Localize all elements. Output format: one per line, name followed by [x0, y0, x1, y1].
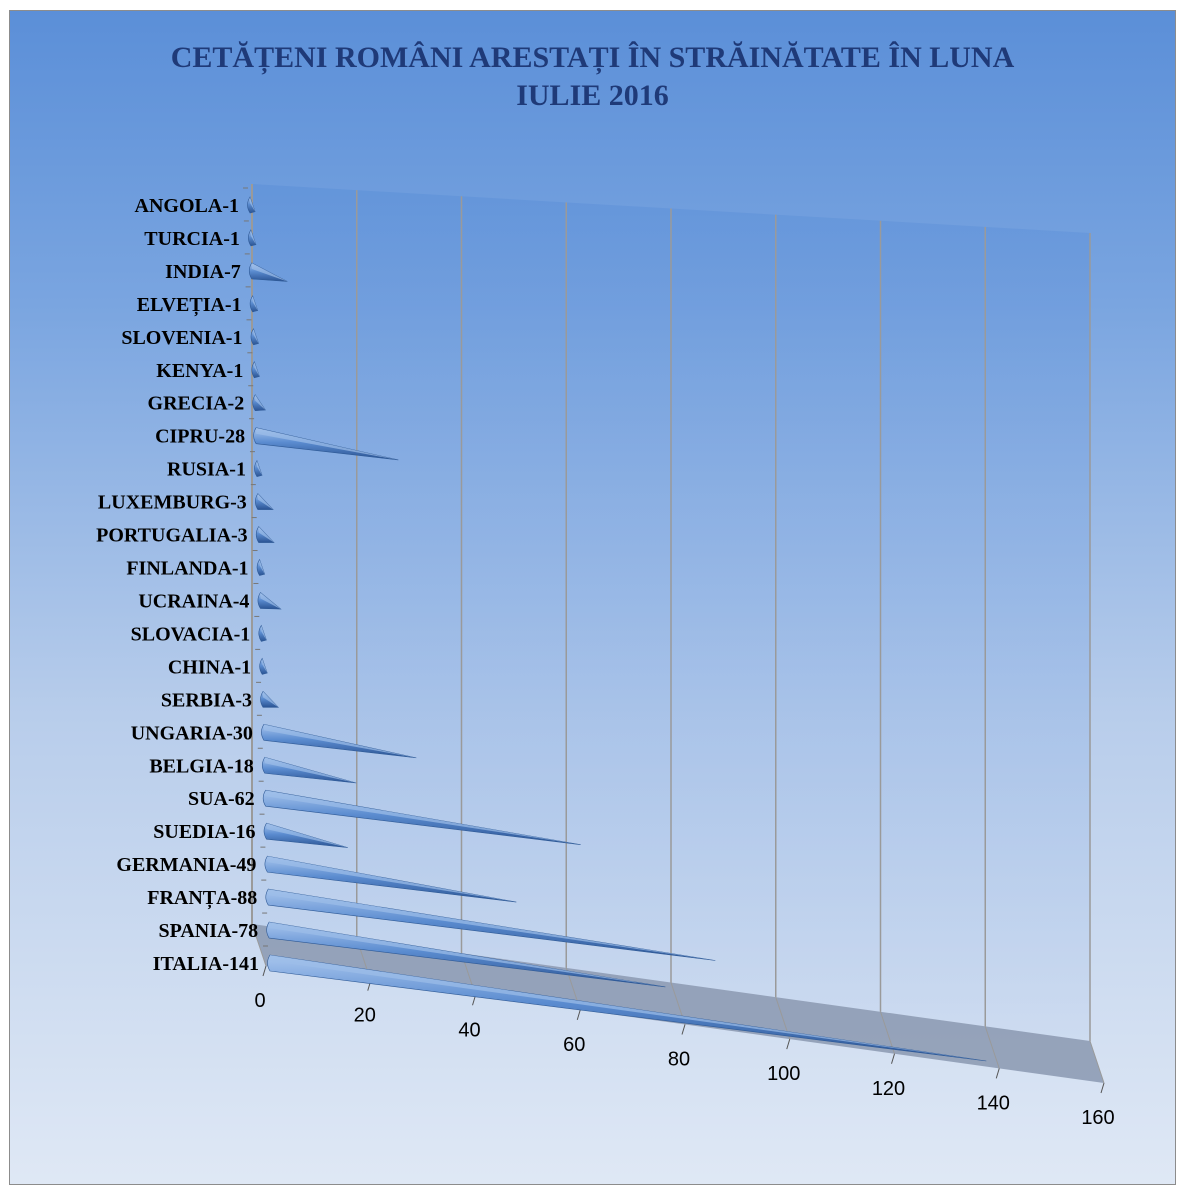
- chart-title-line-2: IULIE 2016: [516, 79, 669, 112]
- x-tick-label: 0: [254, 990, 265, 1012]
- floor-gridline: [251, 923, 267, 967]
- bar-highlight-portugalia-3: [258, 526, 274, 543]
- x-tick-mark: [1100, 1082, 1105, 1094]
- x-tick-label: 20: [354, 1005, 376, 1027]
- category-label-belgia-18: BELGIA-18: [149, 755, 253, 777]
- category-label-sua-62: SUA-62: [188, 788, 255, 810]
- category-label-rusia-1: RUSIA-1: [167, 459, 246, 481]
- chart-title-line-1: CETĂȚENI ROMÂNI ARESTAȚI ÎN STRĂINĂTATE …: [170, 41, 1015, 74]
- bar-highlight-ungaria-30: [263, 724, 417, 758]
- bar-highlight-finlanda-1: [259, 559, 265, 575]
- category-label-luxemburg-3: LUXEMBURG-3: [98, 492, 247, 514]
- bar-highlight-italia-141: [270, 955, 987, 1062]
- category-labels: ANGOLA-1 TURCIA-1 INDIA-7 ELVEȚIA-1 SLOVENIA…: [96, 187, 268, 975]
- bar-highlight-rusia-1: [256, 460, 263, 476]
- bar-highlight-china-1: [262, 658, 268, 674]
- category-label-franta-88: FRANȚA-88: [147, 887, 257, 910]
- x-tick-mark: [891, 1053, 895, 1064]
- chart-title: CETĂȚENI ROMÂNI ARESTAȚI ÎN STRĂINĂTATE …: [10, 39, 1175, 115]
- gridlines: [251, 184, 1105, 1094]
- bar-highlight-serbia-3: [263, 691, 279, 708]
- category-label-kenya-1: KENYA-1: [156, 360, 243, 382]
- x-tick-labels: 0 20 40 60 80 100 120 140 160: [254, 990, 1114, 1129]
- x-tick-label: 100: [767, 1063, 800, 1085]
- bar-highlight-grecia-2: [255, 394, 266, 411]
- category-label-grecia-2: GRECIA-2: [148, 393, 245, 415]
- floor-gridline: [880, 1011, 895, 1054]
- x-tick-label: 140: [977, 1092, 1010, 1114]
- bar-highlight-slovenia-1: [253, 328, 259, 344]
- bar-highlight-elvetia-1: [252, 295, 258, 311]
- bar-highlight-spania-78: [269, 922, 666, 987]
- bar-highlight-ucraina-4: [260, 592, 281, 610]
- x-tick-label: 160: [1081, 1107, 1114, 1129]
- x-tick-mark: [995, 1068, 1000, 1079]
- x-tick-label: 40: [458, 1019, 480, 1041]
- category-label-elvetia-1: ELVEȚIA-1: [137, 294, 242, 317]
- floor-gridline: [1089, 1040, 1105, 1084]
- bar-highlight-turcia-1: [250, 229, 256, 245]
- bar-highlight-suedia-16: [266, 823, 348, 848]
- category-label-suedia-16: SUEDIA-16: [153, 821, 255, 843]
- category-label-china-1: CHINA-1: [168, 656, 251, 678]
- x-tick-mark: [576, 1009, 581, 1021]
- x-tick-mark: [681, 1024, 686, 1035]
- category-label-turcia-1: TURCIA-1: [144, 228, 240, 250]
- x-tick-mark: [786, 1038, 791, 1050]
- bar-highlight-india-7: [251, 262, 288, 282]
- bar-highlight-kenya-1: [254, 361, 260, 377]
- bar-highlight-franta-88: [268, 889, 716, 961]
- category-label-cipru-28: CIPRU-28: [155, 426, 245, 448]
- category-label-italia-141: ITALIA-141: [153, 953, 259, 975]
- category-label-slovacia-1: SLOVACIA-1: [131, 623, 251, 645]
- category-label-slovenia-1: SLOVENIA-1: [121, 327, 242, 349]
- x-tick-label: 120: [872, 1078, 905, 1100]
- floor-gridline: [984, 1026, 1000, 1069]
- bar-highlight-luxemburg-3: [257, 493, 274, 510]
- category-label-angola-1: ANGOLA-1: [135, 195, 239, 217]
- x-tick-label: 80: [668, 1049, 690, 1071]
- bar-highlight-belgia-18: [264, 757, 357, 784]
- x-tick-label: 60: [563, 1034, 585, 1056]
- category-label-germania-49: GERMANIA-49: [116, 854, 256, 876]
- category-label-ucraina-4: UCRAINA-4: [138, 590, 249, 612]
- x-tick-mark: [262, 965, 267, 977]
- bar-highlight-cipru-28: [256, 427, 399, 460]
- category-label-india-7: INDIA-7: [165, 261, 241, 283]
- bar-highlight-germania-49: [267, 856, 517, 903]
- bar-highlight-sua-62: [265, 790, 581, 845]
- bar-series: [247, 196, 987, 1062]
- category-label-ungaria-30: UNGARIA-30: [131, 722, 253, 744]
- category-label-portugalia-3: PORTUGALIA-3: [96, 525, 248, 547]
- bar-highlight-slovacia-1: [261, 625, 267, 641]
- category-label-spania-78: SPANIA-78: [158, 920, 258, 942]
- category-label-finlanda-1: FINLANDA-1: [126, 558, 248, 580]
- category-label-serbia-3: SERBIA-3: [161, 689, 252, 711]
- bar-highlight-angola-1: [250, 197, 256, 212]
